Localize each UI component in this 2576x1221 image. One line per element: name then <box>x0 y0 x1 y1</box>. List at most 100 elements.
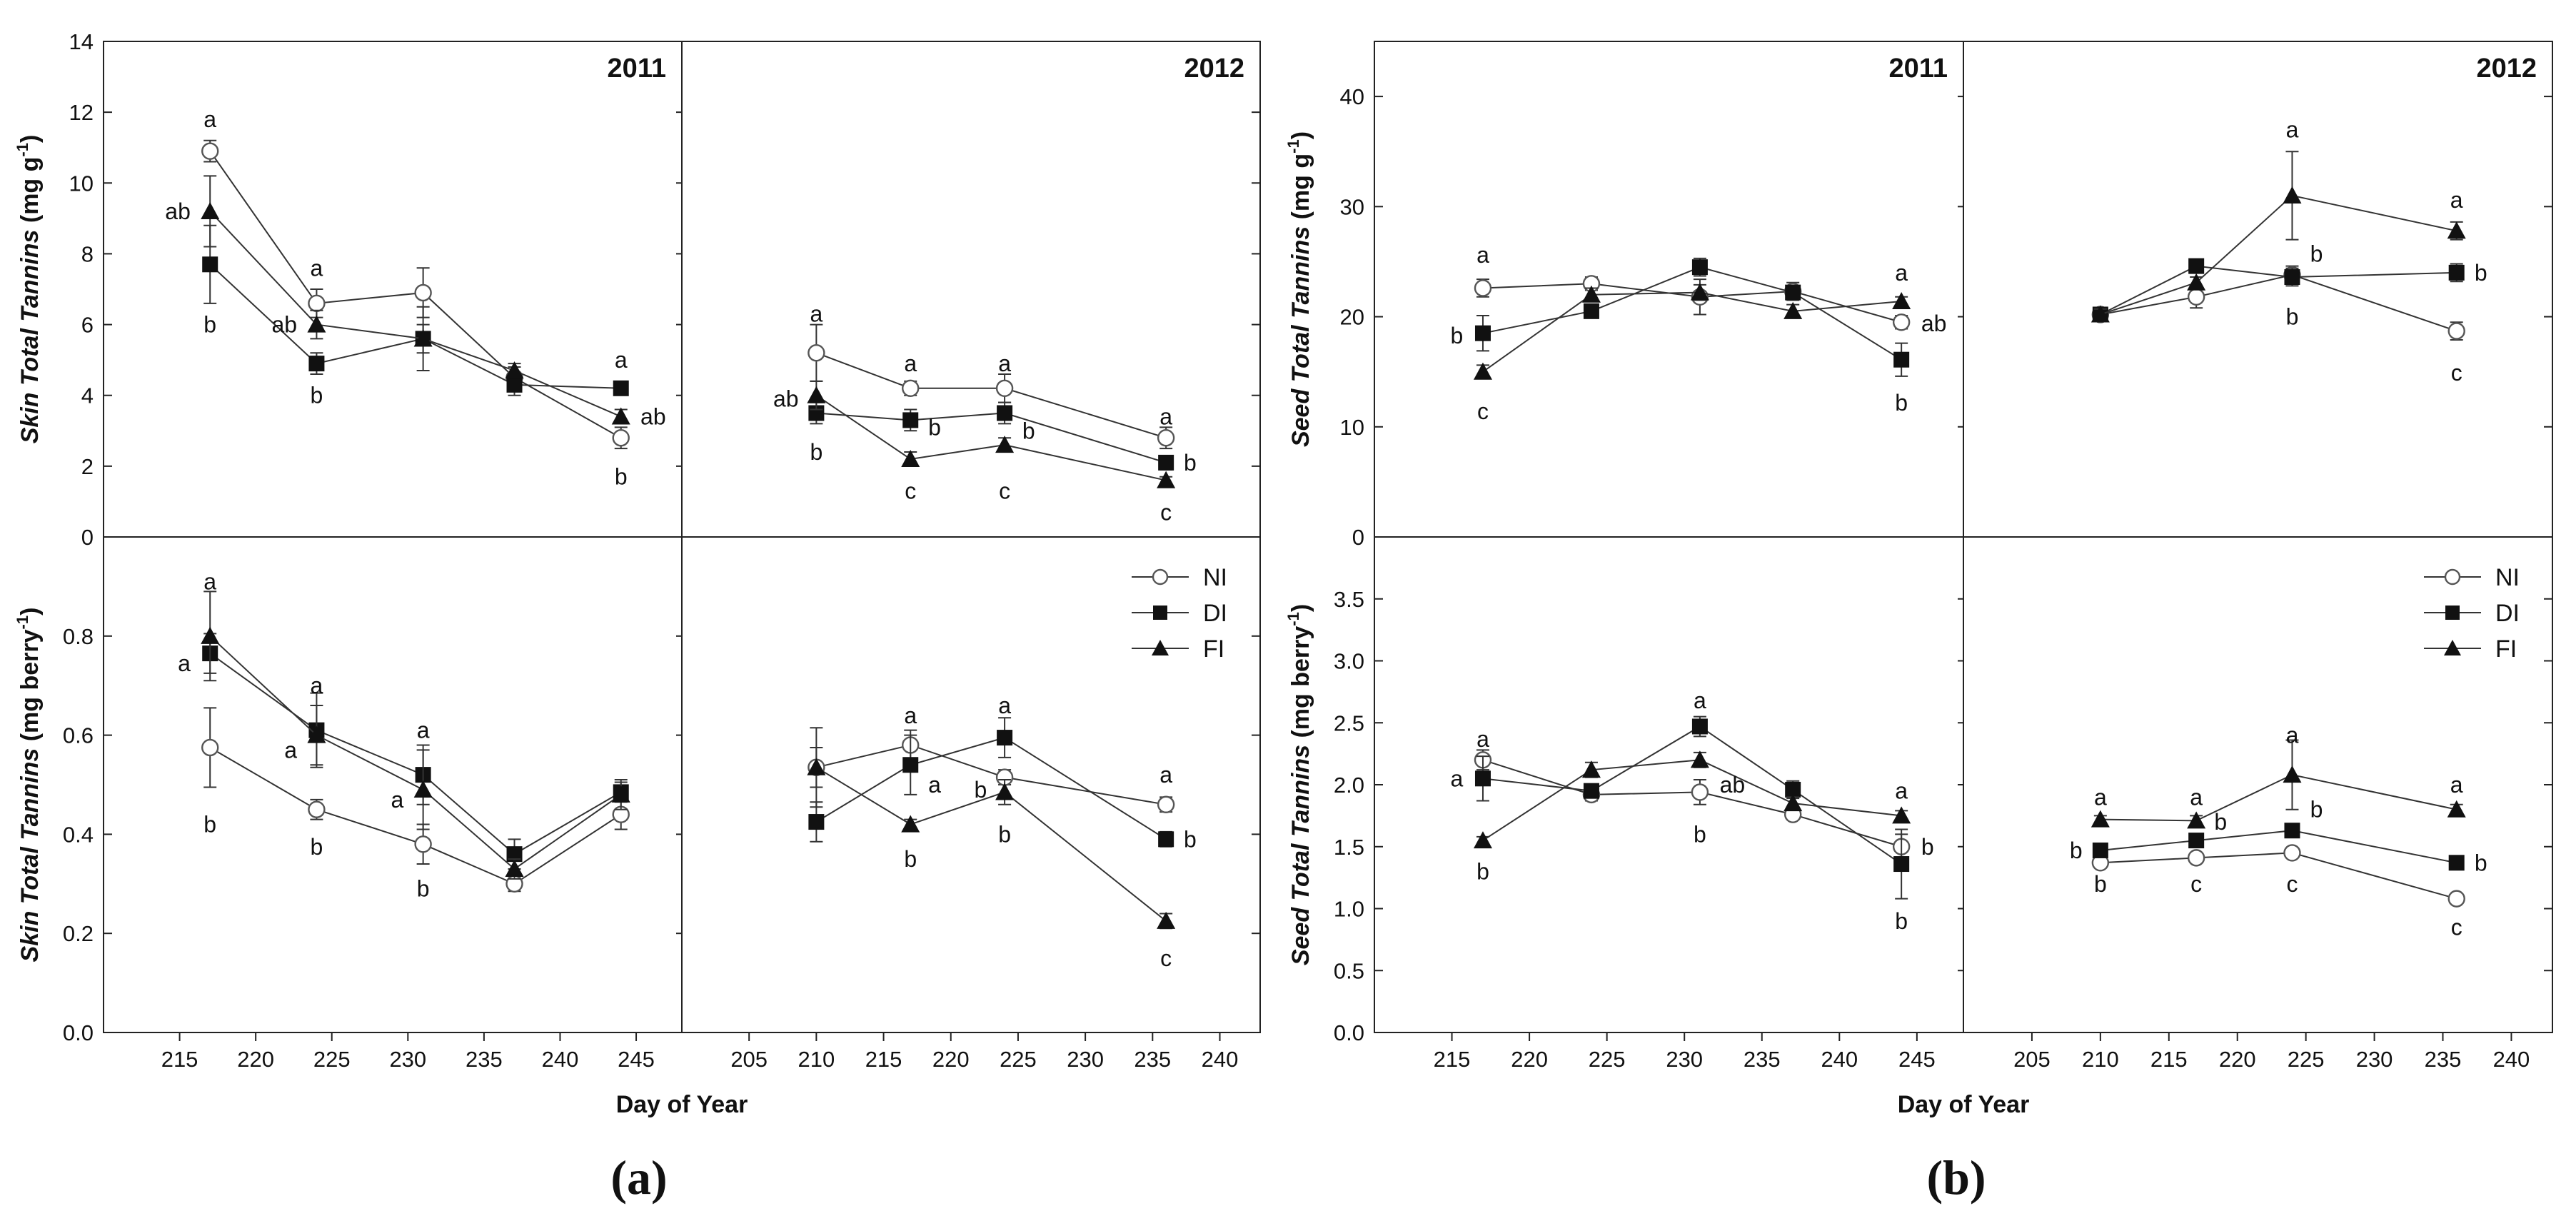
significance-letter: a <box>904 703 917 728</box>
point-NI <box>1474 279 1492 297</box>
y-tick-label: 10 <box>1340 415 1364 440</box>
significance-letter: a <box>998 351 1011 376</box>
y-tick-label: 0.8 <box>63 624 94 649</box>
legend-label-NI: NI <box>2495 564 2520 591</box>
point-DI <box>2284 823 2300 839</box>
x-tick-label: 220 <box>237 1047 274 1072</box>
x-tick-label: 215 <box>2150 1047 2188 1072</box>
point-NI <box>2187 288 2205 306</box>
point-DI <box>902 412 919 428</box>
point-FI <box>1690 750 1709 768</box>
significance-letter: b <box>2094 871 2107 897</box>
point-NI <box>201 142 219 160</box>
significance-letter: ab <box>1921 311 1947 336</box>
point-NI <box>902 379 920 397</box>
significance-letter: b <box>203 312 216 338</box>
x-tick-label: 245 <box>1898 1047 1936 1072</box>
significance-letter: ab <box>272 312 298 338</box>
series-line-FI <box>209 635 622 870</box>
y-tick-label: 1.0 <box>1334 897 1364 922</box>
point-DI <box>1691 718 1708 735</box>
point-DI <box>1474 770 1491 787</box>
significance-letter: ab <box>1720 772 1746 798</box>
legend-label-FI: FI <box>1203 635 1224 663</box>
caption-b: (b) <box>1926 1150 1986 1205</box>
point-FI <box>307 315 326 333</box>
point-DI <box>997 730 1013 746</box>
point-NI <box>2187 849 2205 867</box>
point-NI <box>414 835 432 853</box>
x-tick-label: 215 <box>161 1047 198 1072</box>
series-line-NI <box>816 744 1167 805</box>
point-DI <box>2188 258 2205 274</box>
significance-letter: b <box>1450 323 1463 348</box>
series-line-FI <box>2100 194 2457 316</box>
significance-letter: b <box>417 876 430 902</box>
point-NI <box>308 800 326 818</box>
significance-letter: b <box>2475 260 2487 286</box>
y-tick-label: 0.4 <box>63 822 94 847</box>
data-layer <box>201 139 2466 930</box>
point-DI <box>1785 284 1801 301</box>
point-DI <box>902 757 919 773</box>
point-DI <box>1583 303 1599 319</box>
significance-letter: b <box>2310 797 2323 823</box>
significance-letter: a <box>2286 116 2299 142</box>
y-tick-label: 0 <box>1352 525 1364 550</box>
series-line-NI <box>816 352 1167 439</box>
point-NI <box>1691 783 1709 801</box>
point-NI <box>1157 795 1175 813</box>
year-title-2011: 2011 <box>1889 54 1948 84</box>
significance-letter: b <box>1184 826 1197 852</box>
significance-letter: b <box>2475 850 2487 875</box>
point-FI <box>901 449 920 467</box>
legend-label-DI: DI <box>1203 600 1227 627</box>
significance-letter: a <box>178 650 191 676</box>
significance-letter: ab <box>640 403 666 429</box>
x-tick-label: 210 <box>2082 1047 2119 1072</box>
point-FI <box>611 407 630 425</box>
point-FI <box>2187 811 2206 829</box>
series-line-DI <box>1482 266 1902 361</box>
significance-letter: a <box>203 568 216 594</box>
significance-letter: b <box>311 834 323 860</box>
series-line-DI <box>209 653 622 855</box>
x-tick-label: 230 <box>2356 1047 2393 1072</box>
significance-letter: a <box>615 347 628 373</box>
legend-label-DI: DI <box>2495 600 2520 627</box>
significance-letter: a <box>1476 242 1489 268</box>
significance-letter: a <box>311 673 323 698</box>
point-DI <box>1893 351 1910 368</box>
point-FI <box>2187 273 2206 291</box>
year-title-2012: 2012 <box>1184 54 1244 84</box>
x-tick-label: 230 <box>1666 1047 1703 1072</box>
significance-letter: b <box>1476 858 1489 884</box>
point-DI <box>2448 855 2465 871</box>
y-tick-label: 30 <box>1340 194 1364 219</box>
x-tick-label: 205 <box>2013 1047 2051 1072</box>
series-line-NI <box>2100 852 2457 900</box>
significance-letter: c <box>2451 360 2462 386</box>
y-tick-label: 2 <box>81 454 94 479</box>
significance-letter: a <box>1694 688 1706 713</box>
point-FI <box>2091 810 2110 828</box>
y-tick-label: 6 <box>81 313 94 338</box>
significance-letter: c <box>905 478 916 504</box>
legend-marker-NI <box>2444 568 2461 586</box>
y-tick-label: 3.0 <box>1334 649 1364 674</box>
point-DI <box>202 256 218 273</box>
point-NI <box>1892 313 1911 331</box>
point-FI <box>307 725 326 743</box>
y-tick-label: 20 <box>1340 305 1364 330</box>
legend-marker-FI <box>1152 640 1169 655</box>
y-tick-label: 40 <box>1340 84 1364 109</box>
point-FI <box>1157 471 1176 488</box>
significance-letter: a <box>311 255 323 281</box>
x-tick-label: 225 <box>1000 1047 1037 1072</box>
series-line-NI <box>1482 283 1902 323</box>
significance-letter: b <box>2310 241 2323 267</box>
significance-letter: a <box>2450 187 2463 213</box>
significance-letter: a <box>810 301 822 327</box>
significance-letter: a <box>391 787 404 813</box>
x-tick-label: 220 <box>1511 1047 1548 1072</box>
